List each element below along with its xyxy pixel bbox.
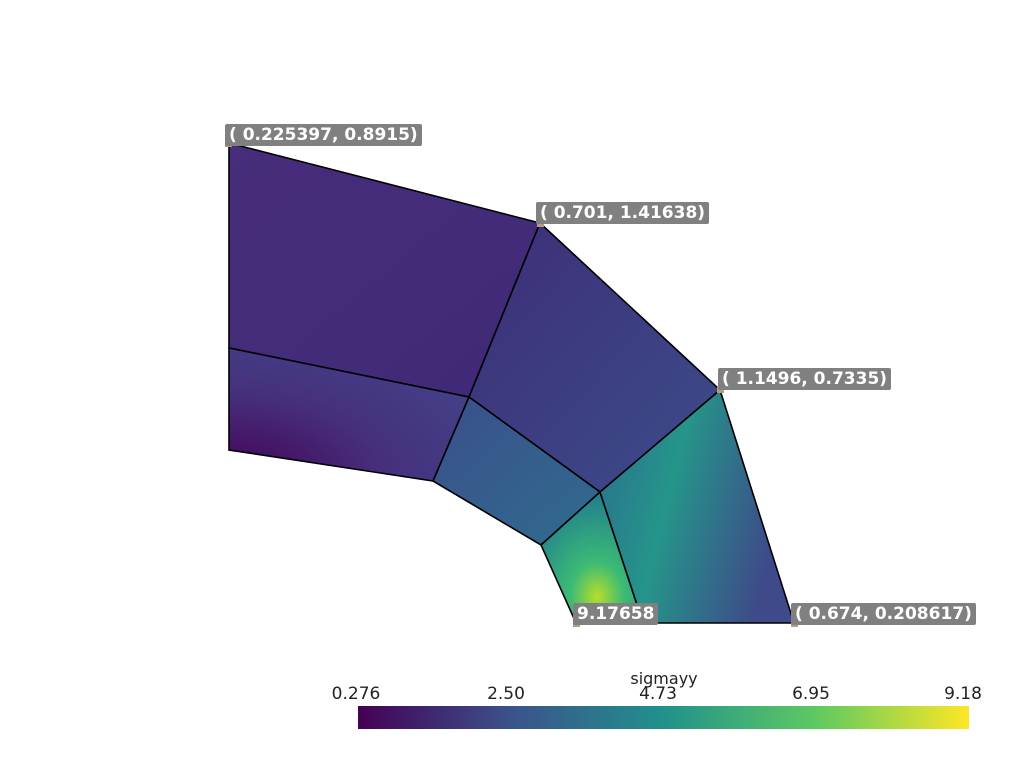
colorbar-title: sigmayy xyxy=(630,669,698,688)
colorbar-tick-4: 9.18 xyxy=(944,684,982,704)
point-label-4: 9.17658 xyxy=(573,603,659,625)
point-label-1: ( 0.225397, 0.8915) xyxy=(225,124,422,146)
point-label-3: ( 1.1496, 0.7335) xyxy=(718,368,892,390)
colorbar-tick-1: 2.50 xyxy=(487,684,525,704)
colorbar-tick-3: 6.95 xyxy=(792,684,830,704)
point-label-2: ( 0.701, 1.41638) xyxy=(536,202,710,224)
colorbar-tick-2: 4.73 xyxy=(639,684,677,704)
colorbar-tick-0: 0.276 xyxy=(331,684,381,704)
colorbar-gradient xyxy=(358,706,969,729)
mesh-elements xyxy=(228,141,796,624)
point-label-5: ( 0.674, 0.208617) xyxy=(791,603,976,625)
colorbar xyxy=(358,706,969,729)
